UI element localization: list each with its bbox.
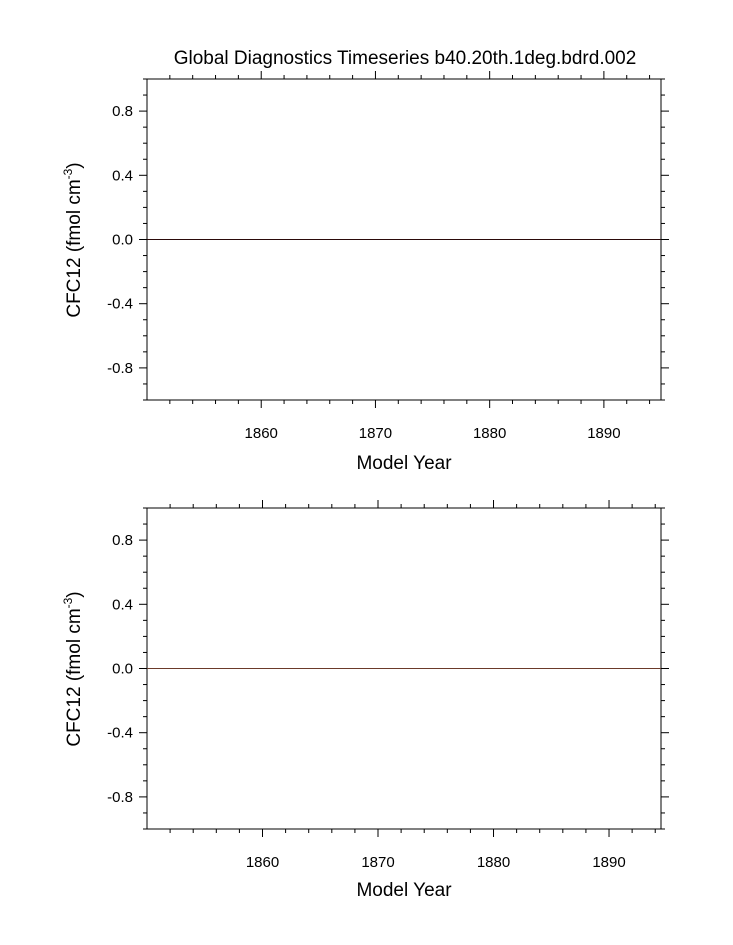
bottom-xtick-label: 1860 bbox=[246, 854, 279, 871]
top-ytick-label: 0.4 bbox=[112, 167, 133, 184]
top-x-tick-labels: 1860 1870 1880 1890 bbox=[245, 425, 621, 442]
bottom-ticks bbox=[139, 500, 669, 837]
top-chart-panel: Global Diagnostics Timeseries b40.20th.1… bbox=[61, 48, 669, 474]
bottom-y-axis-title: CFC12 (fmol cm-3) bbox=[61, 591, 85, 746]
top-ticks bbox=[139, 71, 669, 408]
bottom-y-axis-title-main: CFC12 (fmol cm bbox=[64, 608, 85, 746]
top-x-axis-title: Model Year bbox=[356, 453, 452, 474]
top-y-axis-title: CFC12 (fmol cm-3) bbox=[61, 162, 85, 317]
bottom-xtick-label: 1890 bbox=[592, 854, 625, 871]
bottom-x-tick-labels: 1860 1870 1880 1890 bbox=[246, 854, 626, 871]
top-xtick-label: 1880 bbox=[473, 425, 506, 442]
bottom-ytick-label: -0.8 bbox=[107, 789, 133, 806]
top-xtick-label: 1860 bbox=[245, 425, 278, 442]
bottom-xtick-label: 1870 bbox=[361, 854, 394, 871]
bottom-y-tick-labels: -0.8 -0.4 0.0 0.4 0.8 bbox=[107, 532, 133, 806]
bottom-chart-panel: -0.8 -0.4 0.0 0.4 0.8 1860 1870 1880 1890 Model… bbox=[61, 500, 669, 901]
top-xtick-label: 1890 bbox=[587, 425, 620, 442]
top-y-axis-title-sup: -3 bbox=[61, 168, 75, 179]
top-y-axis-title-close: ) bbox=[64, 162, 85, 168]
chart-title: Global Diagnostics Timeseries b40.20th.1… bbox=[174, 48, 637, 69]
bottom-y-axis-title-sup: -3 bbox=[61, 597, 75, 608]
top-ytick-label: 0.8 bbox=[112, 103, 133, 120]
top-ytick-label: -0.4 bbox=[107, 296, 133, 313]
bottom-ytick-label: 0.4 bbox=[112, 596, 133, 613]
bottom-ytick-label: 0.0 bbox=[112, 661, 133, 678]
top-y-tick-labels: -0.8 -0.4 0.0 0.4 0.8 bbox=[107, 103, 133, 377]
bottom-ytick-label: 0.8 bbox=[112, 532, 133, 549]
bottom-y-axis-title-close: ) bbox=[64, 591, 85, 597]
top-ytick-label: -0.8 bbox=[107, 360, 133, 377]
top-ytick-label: 0.0 bbox=[112, 232, 133, 249]
top-y-axis-title-main: CFC12 (fmol cm bbox=[64, 179, 85, 317]
bottom-xtick-label: 1880 bbox=[477, 854, 510, 871]
bottom-x-axis-title: Model Year bbox=[356, 880, 452, 901]
top-xtick-label: 1870 bbox=[359, 425, 392, 442]
bottom-ytick-label: -0.4 bbox=[107, 725, 133, 742]
